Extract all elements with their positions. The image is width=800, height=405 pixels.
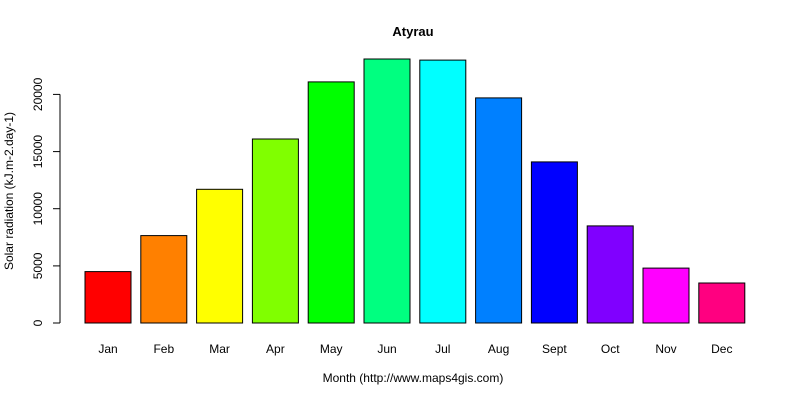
bar-sept [530, 161, 578, 324]
bar-oct [586, 225, 634, 324]
x-axis-label: Month (http://www.maps4gis.com) [323, 371, 504, 385]
x-tick-aug: Aug [488, 342, 509, 356]
x-tick-jul: Jul [435, 342, 450, 356]
bar-aug [475, 97, 523, 324]
x-tick-may: May [320, 342, 343, 356]
x-tick-dec: Dec [711, 342, 732, 356]
y-tick-label: 0 [31, 319, 45, 326]
bar-apr [251, 138, 299, 324]
x-tick-apr: Apr [266, 342, 285, 356]
x-tick-oct: Oct [601, 342, 620, 356]
y-tick-label: 5000 [31, 252, 45, 279]
y-tick-label: 10000 [31, 192, 45, 226]
y-axis-label: Solar radiation (kJ.m-2.day-1) [2, 112, 16, 270]
bar-feb [140, 235, 188, 324]
y-axis: 0 5000 10000 15000 20000 [31, 77, 61, 326]
x-tick-sept: Sept [542, 342, 567, 356]
y-tick-label: 15000 [31, 135, 45, 169]
bar-may [307, 81, 355, 324]
bar-mar [196, 188, 244, 324]
bar-jan [84, 271, 132, 324]
bar-jul [419, 59, 467, 324]
x-tick-labels: Jan Feb Mar Apr May Jun Jul Aug Sept Oct Nov Dec [98, 342, 732, 356]
bars-group [84, 58, 746, 324]
chart-title: Atyrau [392, 24, 433, 39]
x-tick-jan: Jan [98, 342, 117, 356]
x-tick-feb: Feb [153, 342, 174, 356]
bar-jun [363, 58, 411, 324]
bar-nov [642, 267, 690, 324]
x-tick-nov: Nov [655, 342, 676, 356]
y-tick-label: 20000 [31, 77, 45, 111]
x-tick-mar: Mar [209, 342, 230, 356]
x-tick-jun: Jun [377, 342, 396, 356]
bar-dec [698, 282, 746, 324]
